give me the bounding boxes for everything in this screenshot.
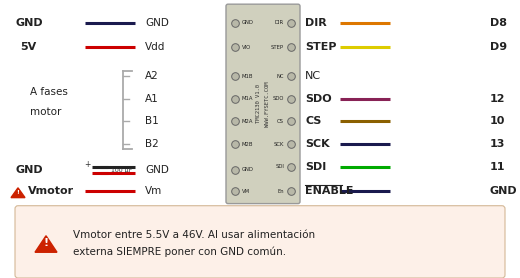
Text: En: En xyxy=(277,189,284,194)
Text: 10: 10 xyxy=(490,116,505,126)
Text: DIR: DIR xyxy=(275,20,284,25)
Text: M1A: M1A xyxy=(242,96,254,101)
Text: Vdd: Vdd xyxy=(145,42,165,52)
Text: GND: GND xyxy=(490,186,517,196)
Text: STEP: STEP xyxy=(271,45,284,50)
Text: GND: GND xyxy=(242,167,254,172)
Text: Vmotor: Vmotor xyxy=(28,186,74,196)
Text: GND: GND xyxy=(15,18,43,28)
Text: !: ! xyxy=(17,190,19,195)
Polygon shape xyxy=(11,188,25,198)
Text: SDI: SDI xyxy=(275,164,284,169)
Text: B2: B2 xyxy=(145,139,159,149)
Text: STEP: STEP xyxy=(305,42,336,52)
Text: D8: D8 xyxy=(490,18,507,28)
Text: M1B: M1B xyxy=(242,74,254,79)
Text: SDI: SDI xyxy=(305,162,326,172)
Text: NC: NC xyxy=(277,74,284,79)
Text: A1: A1 xyxy=(145,94,159,104)
Text: motor: motor xyxy=(30,107,61,117)
Text: 12: 12 xyxy=(490,94,505,104)
Text: GND: GND xyxy=(145,165,169,175)
Text: GND: GND xyxy=(145,18,169,28)
FancyBboxPatch shape xyxy=(15,206,505,278)
Text: VM: VM xyxy=(242,189,250,194)
Text: SDO: SDO xyxy=(305,94,332,104)
Text: 13: 13 xyxy=(490,139,505,149)
Text: SCK: SCK xyxy=(274,142,284,147)
Polygon shape xyxy=(35,236,57,252)
Text: A2: A2 xyxy=(145,71,159,81)
Text: CS: CS xyxy=(277,119,284,124)
FancyBboxPatch shape xyxy=(226,4,300,203)
Text: ENABLE: ENABLE xyxy=(305,186,354,196)
Text: DIR: DIR xyxy=(305,18,327,28)
Text: 5V: 5V xyxy=(20,42,36,52)
Text: VIO: VIO xyxy=(242,45,251,50)
Text: SCK: SCK xyxy=(305,139,330,149)
Text: 100 µF: 100 µF xyxy=(111,168,132,173)
Text: externa SIEMPRE poner con GND común.: externa SIEMPRE poner con GND común. xyxy=(73,246,286,257)
Text: SDO: SDO xyxy=(272,96,284,101)
Text: GND: GND xyxy=(242,20,254,25)
Text: CS: CS xyxy=(305,116,321,126)
Text: TMC2130 V1.0
WWW.FYSETC.COM: TMC2130 V1.0 WWW.FYSETC.COM xyxy=(256,81,269,127)
Text: NC: NC xyxy=(305,71,321,81)
Text: M2A: M2A xyxy=(242,119,254,124)
Text: Vmotor entre 5.5V a 46V. Al usar alimentación: Vmotor entre 5.5V a 46V. Al usar aliment… xyxy=(73,230,315,240)
Text: D9: D9 xyxy=(490,42,507,52)
Text: !: ! xyxy=(44,239,48,249)
Text: B1: B1 xyxy=(145,116,159,126)
Text: 11: 11 xyxy=(490,162,505,172)
Text: M2B: M2B xyxy=(242,142,254,147)
Text: Vm: Vm xyxy=(145,186,162,196)
Text: +: + xyxy=(84,160,90,169)
Text: GND: GND xyxy=(15,165,43,175)
Text: A fases: A fases xyxy=(30,86,68,96)
